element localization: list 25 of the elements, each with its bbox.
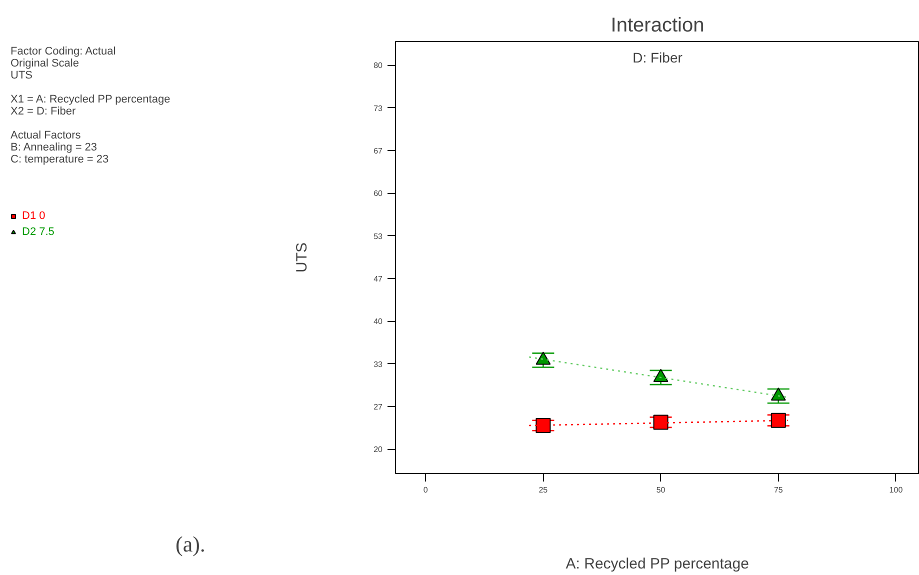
- y-tick-label: 73: [374, 104, 384, 113]
- y-tick-label: 67: [374, 146, 384, 156]
- text: X1 = A: Recycled PP percentage X2 = D: Fiber: [10, 94, 170, 118]
- y-tick-label: 47: [374, 274, 384, 284]
- x-tick-label: 25: [538, 486, 548, 494]
- legend-label: D2 7.5: [22, 226, 54, 238]
- text: (a).: [176, 532, 206, 556]
- y-tick-label: 20: [374, 445, 384, 454]
- text: Factor Coding: Actual Original Scale UTS: [10, 46, 116, 82]
- y-tick-label: 27: [374, 402, 384, 412]
- x-tick-label: 50: [656, 486, 666, 494]
- text: D: Fiber: [632, 50, 683, 66]
- x-tick-label: 100: [889, 486, 904, 494]
- text: Actual Factors B: Annealing = 23 C: temperature = 23: [10, 130, 109, 166]
- chart-title: Interaction: [610, 14, 704, 36]
- x-tick-label: 0: [423, 486, 428, 494]
- y-tick-label: 60: [374, 189, 384, 198]
- x-axis-title: A: Recycled PP percentage: [566, 556, 749, 572]
- legend-label: D1 0: [22, 210, 46, 222]
- y-tick-label: 53: [374, 232, 384, 241]
- y-tick-label: 33: [374, 360, 384, 369]
- y-tick-label: 80: [374, 61, 384, 70]
- x-tick-label: 75: [774, 486, 784, 494]
- y-axis-title: UTS: [294, 242, 311, 272]
- y-tick-label: 40: [374, 317, 384, 326]
